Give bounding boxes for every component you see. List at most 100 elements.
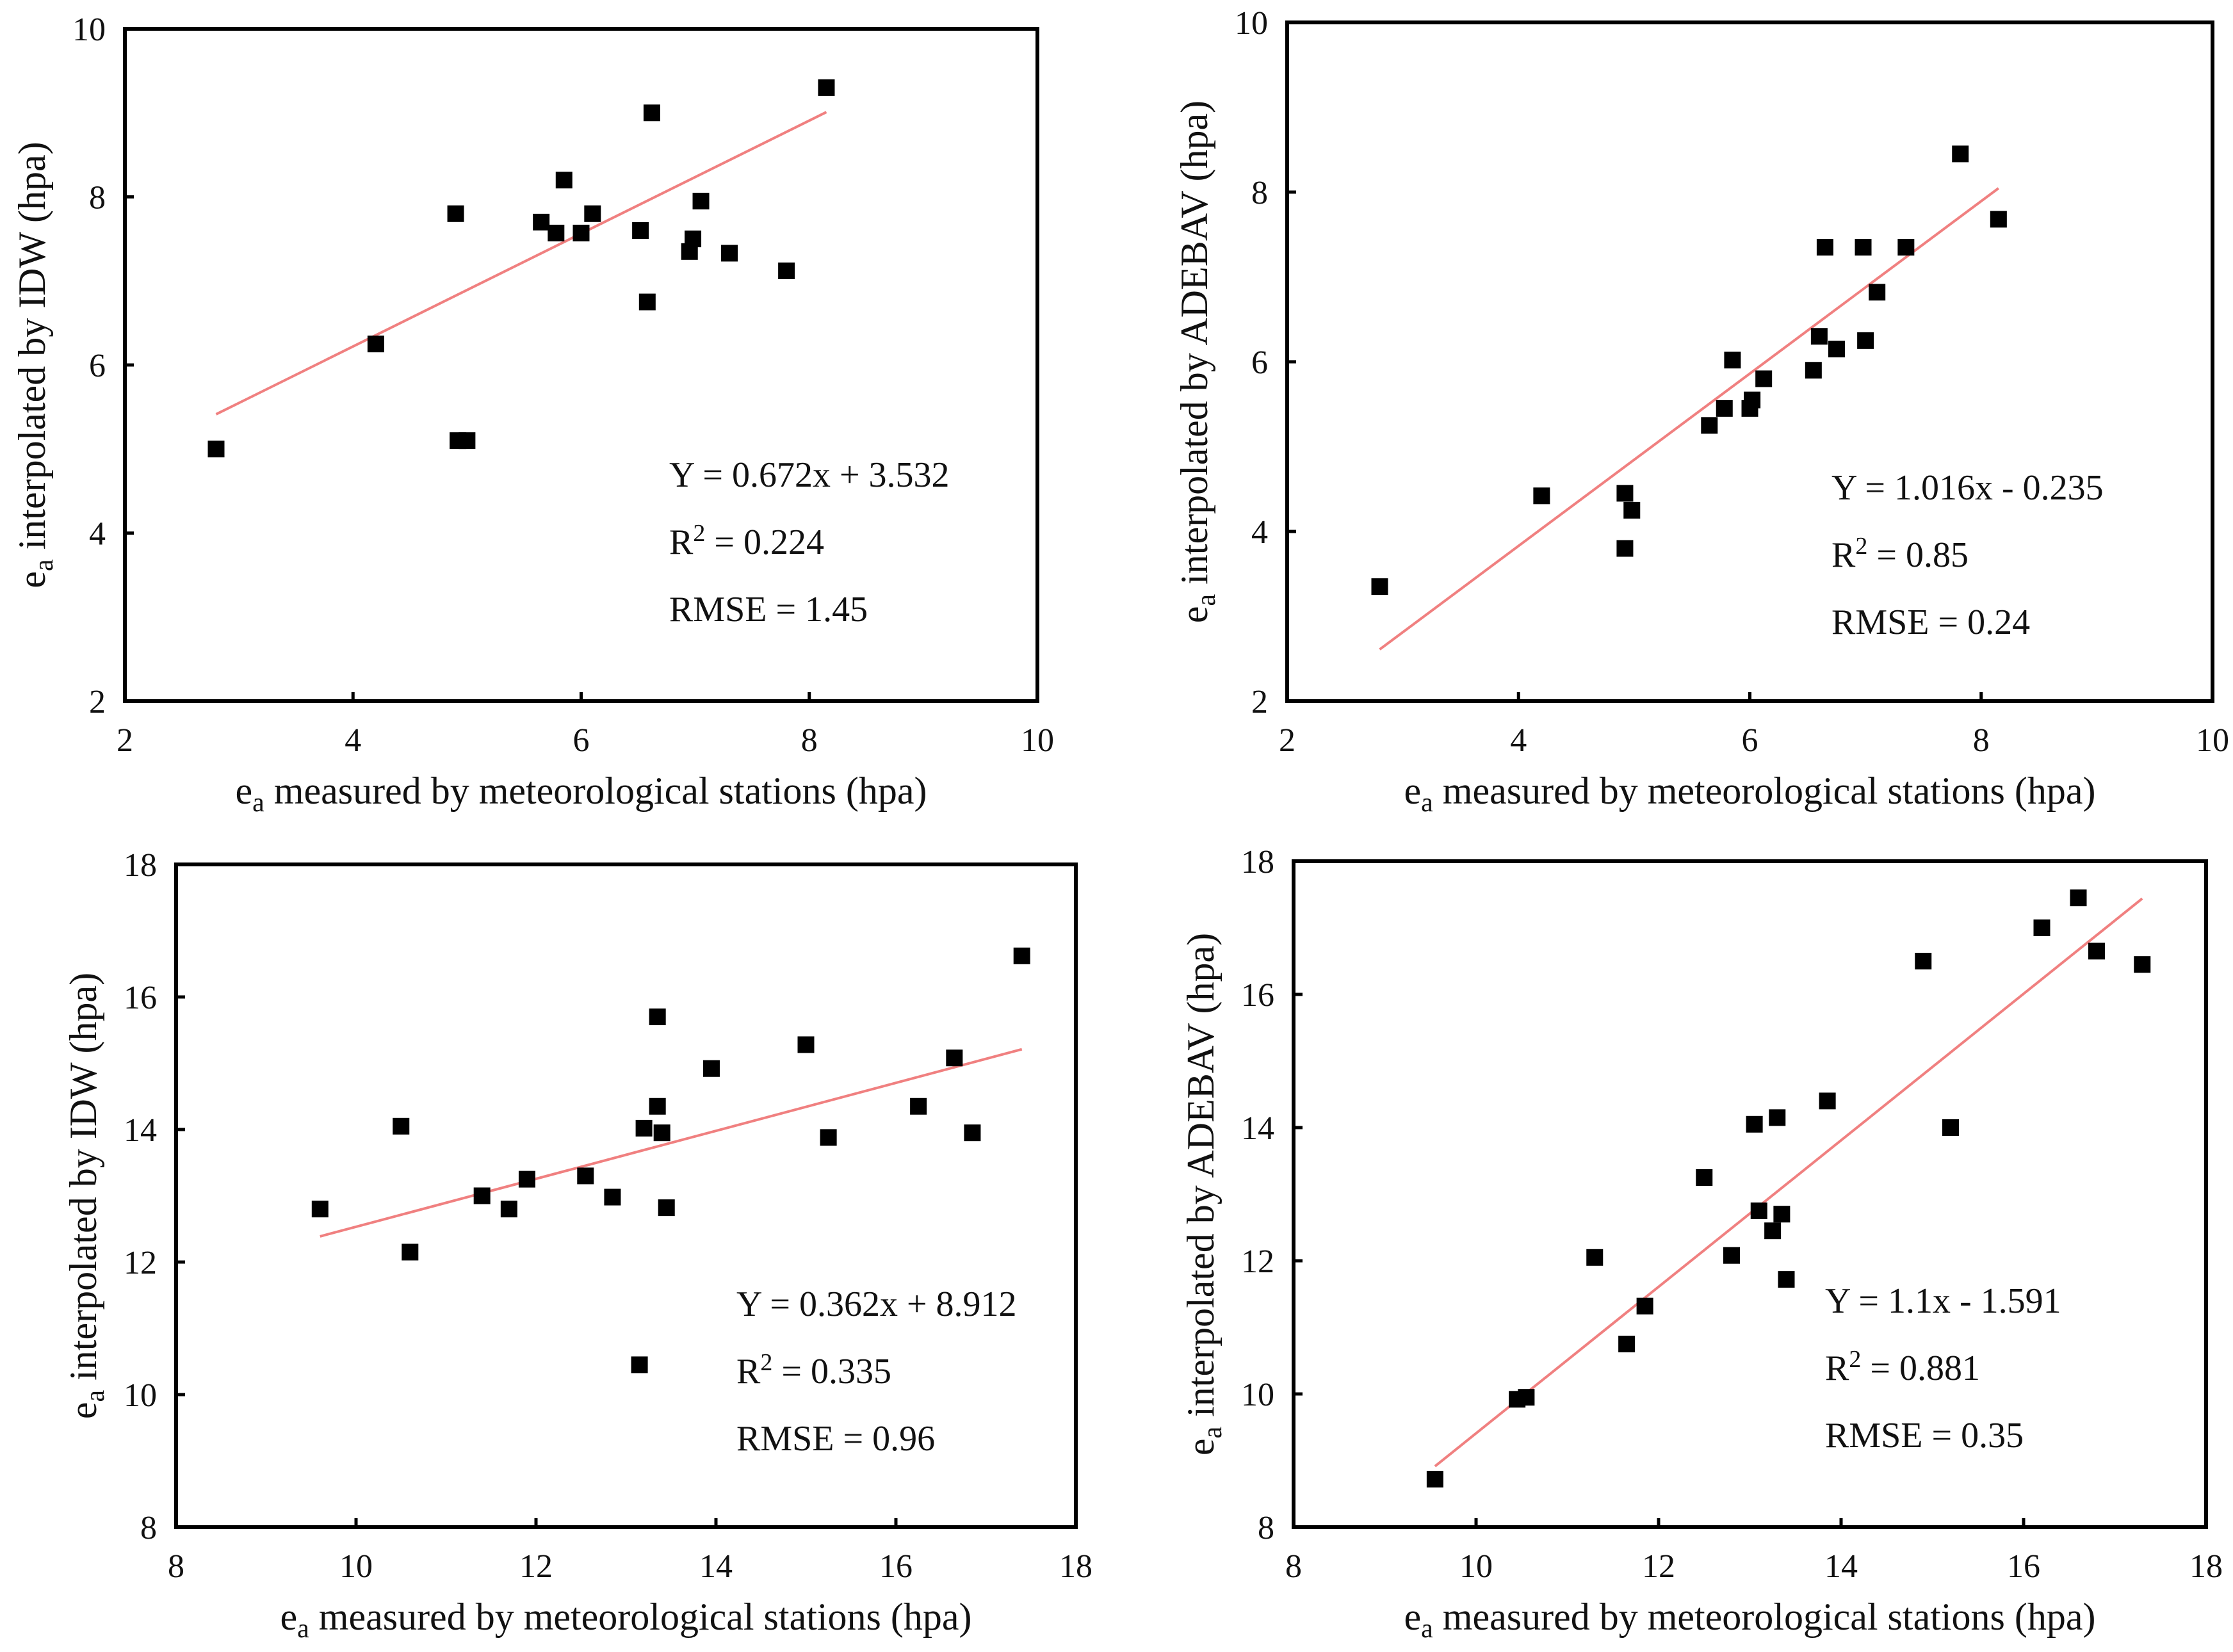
data-point <box>2134 956 2151 973</box>
data-point <box>632 222 649 239</box>
y-axis-label-subscript: a <box>29 559 59 571</box>
y-axis-label: ea interpolated by ADEBAV (hpa) <box>1173 101 1221 623</box>
y-tick-label: 16 <box>124 980 157 1016</box>
y-tick-label: 14 <box>124 1112 157 1149</box>
r-squared-superscript: 2 <box>1855 533 1867 560</box>
y-tick-label: 8 <box>140 1510 157 1546</box>
data-point <box>1750 1203 1767 1219</box>
data-point <box>1869 284 1886 301</box>
x-tick-label: 18 <box>1059 1548 1092 1585</box>
data-point <box>367 336 384 353</box>
r-squared-value: = 0.881 <box>1861 1348 1980 1388</box>
y-tick-label: 6 <box>1251 344 1268 381</box>
r-squared-label: R2 = 0.85 <box>1831 533 1969 575</box>
x-axis-label-base: e <box>1404 770 1422 812</box>
y-tick-label: 8 <box>1258 1510 1274 1546</box>
rmse-label: RMSE = 0.35 <box>1825 1416 2024 1455</box>
data-point <box>1915 953 1932 969</box>
x-axis-label: ea measured by meteorological stations (… <box>1404 1596 2096 1644</box>
r-squared-value: = 0.85 <box>1867 535 1969 575</box>
x-axis-label-subscript: a <box>297 1614 309 1644</box>
data-point <box>1723 1247 1740 1264</box>
x-axis-label-subscript: a <box>1421 788 1433 818</box>
data-point <box>2070 889 2087 907</box>
x-axis-label-text: measured by meteorological stations (hpa… <box>1433 770 2096 812</box>
data-point <box>1371 578 1388 595</box>
x-axis-label-text: measured by meteorological stations (hpa… <box>309 1596 972 1638</box>
y-tick-label: 8 <box>89 180 106 216</box>
data-point <box>702 1060 720 1077</box>
trend-line <box>1434 897 2143 1468</box>
x-tick-label: 16 <box>879 1548 913 1585</box>
x-tick-label: 6 <box>573 722 590 759</box>
x-axis-label: ea measured by meteorological stations (… <box>1404 770 2096 818</box>
rmse-label: RMSE = 1.45 <box>669 590 868 629</box>
data-point <box>946 1049 963 1067</box>
trend-line <box>320 1048 1023 1238</box>
data-point <box>1618 1336 1636 1352</box>
y-tick-label: 2 <box>89 684 106 720</box>
x-axis-label-text: measured by meteorological stations (hpa… <box>264 770 927 812</box>
data-point <box>584 205 601 222</box>
x-tick-label: 10 <box>339 1548 373 1585</box>
y-axis-label-subscript: a <box>81 1390 110 1402</box>
x-tick-label: 10 <box>1459 1548 1493 1585</box>
data-point <box>1636 1297 1653 1315</box>
data-point <box>533 213 550 231</box>
data-point <box>1952 145 1969 163</box>
x-tick-label: 10 <box>1021 722 1054 759</box>
x-axis-label: ea measured by meteorological stations (… <box>280 1596 972 1644</box>
regression-equation: Y = 1.016x - 0.235 <box>1831 468 2104 508</box>
x-axis-label-subscript: a <box>1421 1614 1433 1644</box>
data-point <box>1716 400 1733 417</box>
data-point <box>649 1008 666 1026</box>
data-point <box>1810 328 1828 345</box>
y-axis-label-base: e <box>11 571 53 588</box>
r-squared-label: R2 = 0.224 <box>669 520 824 562</box>
y-tick-label: 4 <box>89 516 106 553</box>
y-tick-label: 10 <box>1235 5 1268 42</box>
y-tick-label: 4 <box>1251 514 1268 551</box>
y-tick-label: 18 <box>1241 844 1274 880</box>
data-point <box>2088 943 2105 960</box>
data-point <box>692 193 710 210</box>
x-axis-label-base: e <box>280 1596 298 1638</box>
data-point <box>1819 1092 1836 1110</box>
rmse-label: RMSE = 0.24 <box>1831 603 2030 642</box>
r-squared-superscript: 2 <box>693 520 705 547</box>
x-tick-label: 16 <box>2007 1548 2040 1585</box>
r-squared-value: = 0.335 <box>772 1352 891 1391</box>
x-tick-label: 14 <box>699 1548 733 1585</box>
data-point <box>653 1124 670 1142</box>
data-point <box>797 1036 815 1053</box>
r-squared-symbol: R <box>669 522 694 562</box>
r-squared-value: = 0.224 <box>705 522 824 562</box>
data-point <box>577 1167 594 1185</box>
data-point <box>1623 501 1641 519</box>
y-tick-label: 12 <box>124 1245 157 1281</box>
data-point <box>1426 1471 1443 1488</box>
x-axis-label: ea measured by meteorological stations (… <box>236 770 927 818</box>
data-point <box>1828 341 1845 358</box>
data-point <box>1855 239 1872 256</box>
y-axis-label: ea interpolated by IDW (hpa) <box>11 142 59 588</box>
x-axis-label-subscript: a <box>252 788 264 818</box>
x-axis-label-base: e <box>1404 1596 1422 1638</box>
data-point <box>459 432 476 449</box>
regression-equation: Y = 0.672x + 3.532 <box>669 455 950 495</box>
y-axis-label-text: interpolated by IDW (hpa) <box>62 973 104 1390</box>
y-tick-label: 10 <box>1241 1377 1274 1413</box>
data-point <box>778 263 795 279</box>
x-tick-label: 2 <box>117 722 133 759</box>
y-tick-label: 6 <box>89 348 106 384</box>
r-squared-symbol: R <box>1825 1348 1849 1388</box>
regression-equation: Y = 0.362x + 8.912 <box>736 1284 1017 1324</box>
data-point <box>964 1124 981 1142</box>
data-point <box>1533 487 1550 505</box>
data-point <box>643 104 660 122</box>
regression-equation: Y = 1.1x - 1.591 <box>1825 1281 2061 1321</box>
data-point <box>1773 1206 1790 1223</box>
x-axis-label-base: e <box>236 770 253 812</box>
